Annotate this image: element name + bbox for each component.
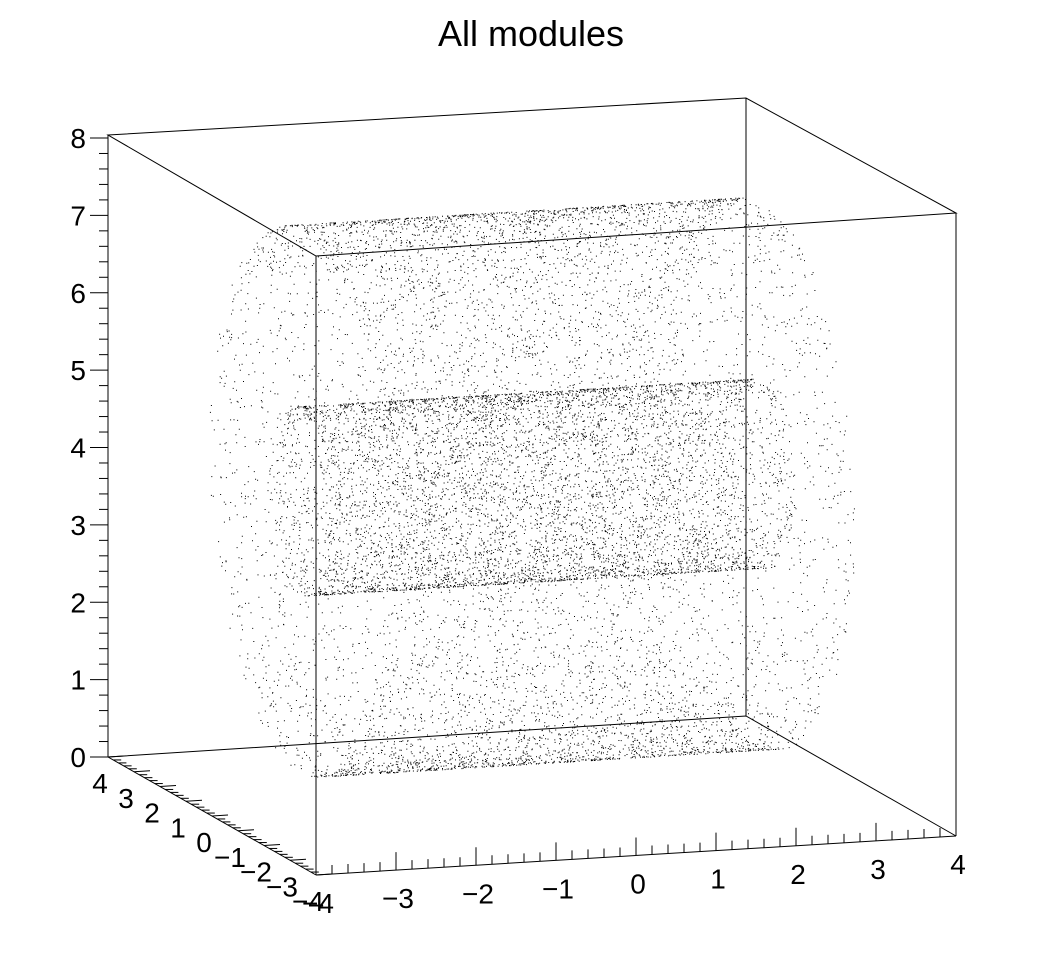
x-tick-label: 3 xyxy=(870,854,886,885)
y-tick xyxy=(107,755,125,758)
y-tick xyxy=(315,873,333,876)
y-tick xyxy=(133,770,151,773)
y-tick xyxy=(211,814,229,817)
z-tick-label: 4 xyxy=(70,433,86,464)
z-tick-label: 2 xyxy=(70,587,86,618)
x-tick-label: −1 xyxy=(542,873,574,904)
z-tick-label: 3 xyxy=(70,510,86,541)
y-tick xyxy=(185,799,203,802)
y-tick-label: 0 xyxy=(196,827,212,858)
x-tick-label: −4 xyxy=(302,888,334,919)
chart-title: All modules xyxy=(438,13,624,54)
y-tick-label: −1 xyxy=(214,842,246,873)
y-tick xyxy=(159,785,177,787)
series-outer-cylinder-points xyxy=(209,197,855,778)
z-tick-label: 8 xyxy=(70,123,86,154)
z-axis: 0 1 2 3 4 5 6 7 8 xyxy=(70,123,108,773)
x-tick-label: 4 xyxy=(950,849,966,880)
data-points xyxy=(209,197,855,778)
z-tick-label: 0 xyxy=(70,742,86,773)
y-tick-label: 4 xyxy=(92,768,108,799)
y-tick-label: 1 xyxy=(170,812,186,843)
y-tick xyxy=(237,829,255,832)
x-tick-label: 1 xyxy=(710,864,726,895)
y-tick-label: −4 xyxy=(292,886,324,917)
z-tick-label: 5 xyxy=(70,355,86,386)
x-tick-label: −3 xyxy=(382,883,414,914)
frame-box xyxy=(106,97,958,876)
z-tick-label: 7 xyxy=(70,200,86,231)
y-tick-label: −3 xyxy=(266,871,298,902)
y-tick xyxy=(289,858,307,861)
frame-top-face xyxy=(106,97,958,257)
y-tick-label: −2 xyxy=(240,857,272,888)
frame-back-edges xyxy=(107,715,957,837)
y-tick-label: 3 xyxy=(118,783,134,814)
z-tick-label: 6 xyxy=(70,278,86,309)
y-tick-label: 2 xyxy=(144,798,160,829)
series-inner-cylinder-points xyxy=(269,378,796,597)
z-tick-label: 1 xyxy=(70,665,86,696)
x-tick-label: 2 xyxy=(790,859,806,890)
x-tick-label: −2 xyxy=(462,878,494,909)
x-axis: −4 −3 −2 −1 0 1 2 3 4 xyxy=(302,818,966,919)
x-tick-label: 0 xyxy=(630,869,646,900)
y-tick xyxy=(263,844,281,846)
